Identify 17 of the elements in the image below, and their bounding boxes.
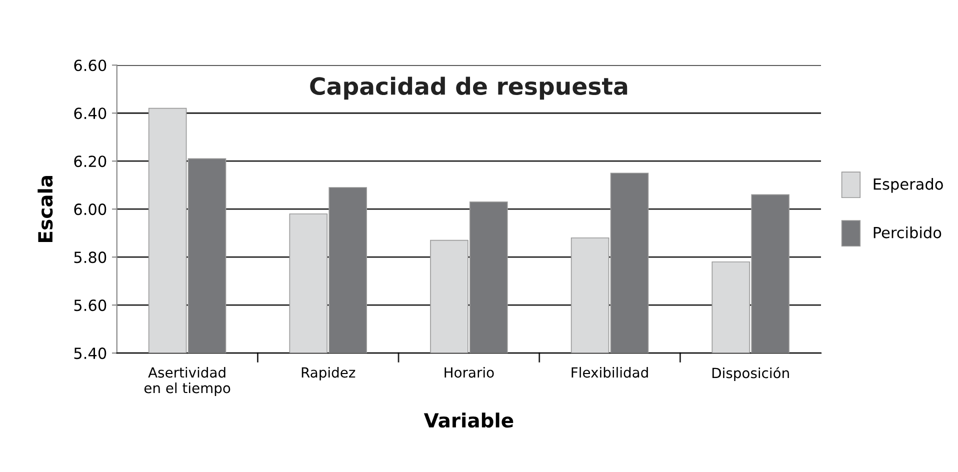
y-tick-label: 5.40 <box>74 348 106 360</box>
y-tick-label: 6.60 <box>74 60 106 72</box>
x-tick-label: Disposición <box>712 366 789 381</box>
y-tick-label: 6.40 <box>74 108 106 120</box>
legend-label: Esperado <box>874 178 943 193</box>
legend-label: Percibido <box>874 226 942 238</box>
x-tick-label: Horario <box>444 366 494 378</box>
y-tick-label: 6.00 <box>74 204 106 216</box>
x-tick-label: Flexibilidad <box>572 366 648 378</box>
y-tick-label: 5.80 <box>74 252 106 264</box>
chart-title: Capacidad de respuesta <box>310 76 628 100</box>
y-tick-label: 6.20 <box>74 156 106 168</box>
x-axis-title: Variable <box>424 412 514 428</box>
x-tick-label: Rapidez <box>302 366 356 380</box>
y-axis-title: Escala <box>38 176 53 242</box>
y-tick-label: 5.60 <box>74 300 106 312</box>
x-tick-label: Asertividad en el tiempo <box>144 366 230 396</box>
